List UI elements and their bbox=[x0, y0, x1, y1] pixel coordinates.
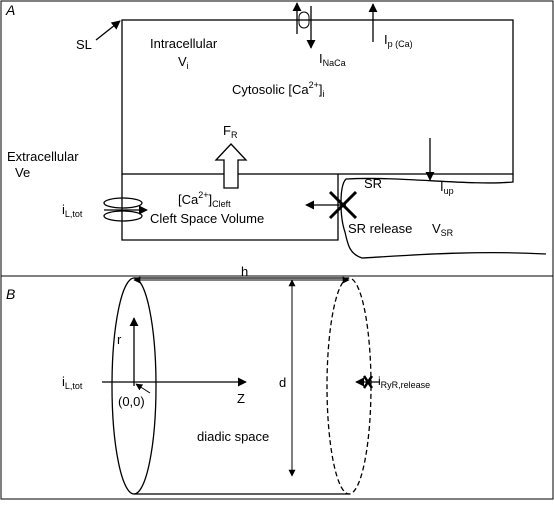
extracellular-label: Extracellular bbox=[7, 149, 79, 164]
panel-a-label: A bbox=[5, 2, 15, 18]
naca-exchanger bbox=[292, 2, 316, 49]
ryr-release-channel bbox=[355, 375, 380, 389]
sl-pointer-arrow bbox=[95, 20, 121, 41]
il-tot-label-b: iL,tot bbox=[62, 374, 83, 391]
i-ryr-release-label: iRyR,release bbox=[378, 374, 430, 390]
fr-label: FR bbox=[223, 123, 238, 140]
cleft-volume-label: Cleft Space Volume bbox=[150, 211, 264, 226]
origin-pointer-arrow bbox=[135, 383, 151, 394]
intracellular-label: Intracellular bbox=[150, 36, 218, 51]
vsr-label: VSR bbox=[432, 221, 454, 238]
sl-label: SL bbox=[76, 37, 92, 52]
ve-label: Ve bbox=[15, 165, 30, 180]
i-pca-label: Ip (Ca) bbox=[384, 32, 413, 49]
z-label: Z bbox=[237, 391, 245, 406]
panel-b-label: B bbox=[6, 286, 15, 302]
cleft-space-box bbox=[121, 174, 339, 241]
sr-label: SR bbox=[364, 176, 382, 191]
vi-label: Vi bbox=[178, 54, 189, 71]
cytosolic-ca-label: Cytosolic [Ca2+]i bbox=[232, 80, 324, 99]
d-label: d bbox=[279, 375, 286, 390]
sr-release-label: SR release bbox=[348, 221, 412, 236]
l-type-channel bbox=[103, 197, 148, 222]
origin-label: (0,0) bbox=[118, 394, 145, 409]
r-label: r bbox=[117, 332, 122, 347]
il-tot-label-a: iL,tot bbox=[62, 202, 83, 219]
diadic-space-label: diadic space bbox=[197, 429, 269, 444]
panel-a: A SL Intracellular Vi INaCa Ip (Ca) Cyto… bbox=[5, 2, 547, 259]
i-up-label: Iup bbox=[440, 179, 454, 196]
intracellular-box bbox=[121, 19, 514, 175]
fr-flux-arrow bbox=[214, 143, 248, 189]
panel-b: B h r Z iL,tot (0,0) d iRyR,release bbox=[6, 264, 430, 495]
sr-release-channel bbox=[305, 190, 358, 220]
i-naca-label: INaCa bbox=[319, 51, 346, 68]
cleft-ca-label: [Ca2+]Cleft bbox=[178, 190, 231, 209]
h-label: h bbox=[241, 264, 248, 279]
